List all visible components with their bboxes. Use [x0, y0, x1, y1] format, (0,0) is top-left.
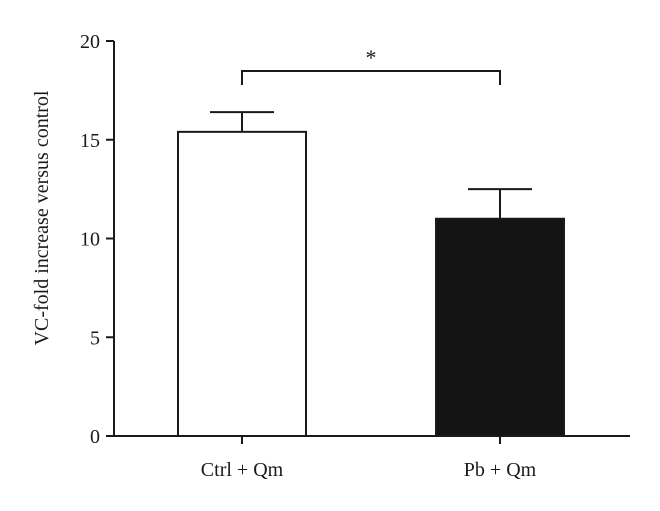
y-tick-label: 10: [80, 229, 100, 251]
significance-bracket: *: [241, 45, 501, 85]
y-tick-label: 15: [80, 130, 100, 152]
x-axis: Ctrl + Qm Pb + Qm: [114, 435, 630, 481]
y-tick-label: 0: [90, 426, 100, 448]
x-tick-label: Ctrl + Qm: [201, 459, 284, 481]
bars: [177, 130, 565, 437]
y-tick-label: 20: [80, 31, 100, 53]
x-tick-label: Pb + Qm: [464, 459, 537, 481]
y-axis-label: VC-fold increase versus control: [31, 90, 53, 345]
error-bars: [210, 111, 532, 219]
bar-ctrl-qm: [177, 130, 307, 437]
significance-line: [241, 70, 501, 85]
y-axis: 0 5 10 15 20: [80, 31, 115, 448]
significance-label: *: [366, 45, 377, 70]
y-tick-label: 5: [90, 327, 100, 349]
bar-pb-qm: [435, 217, 565, 437]
